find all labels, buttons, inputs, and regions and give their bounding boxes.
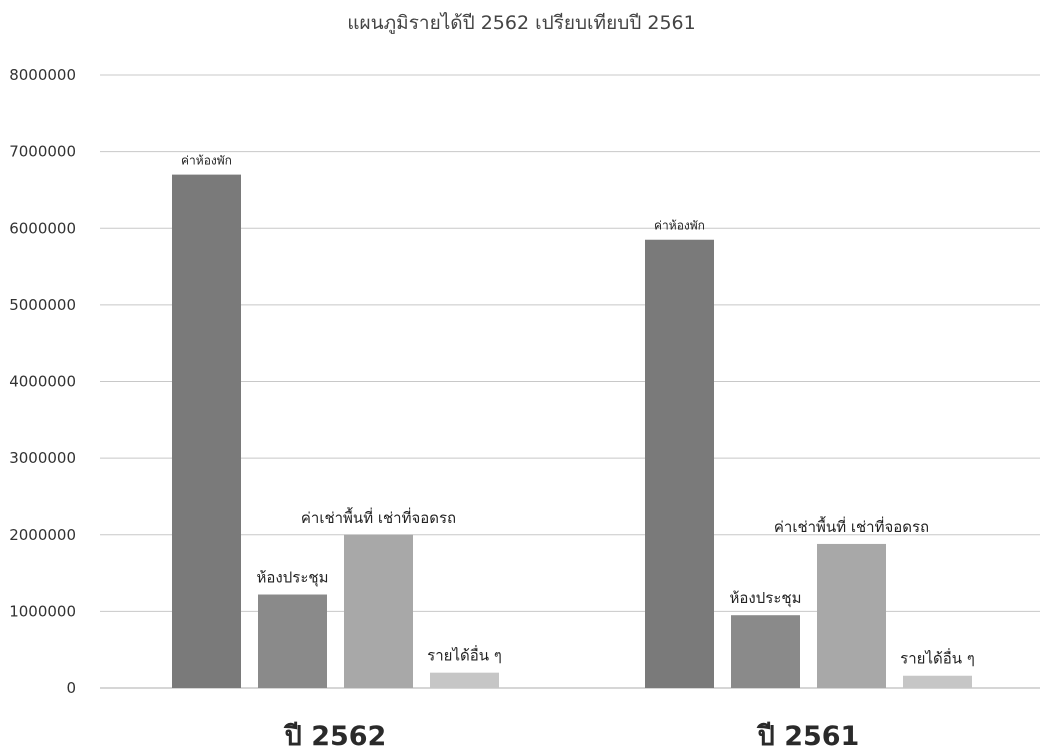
y-tick-label: 6000000 (9, 219, 76, 237)
bar (430, 672, 499, 688)
data-label: รายได้อื่น ๆ (427, 645, 502, 665)
y-tick-label: 0 (66, 679, 76, 697)
y-tick-label: 8000000 (9, 66, 76, 84)
bar (731, 615, 800, 688)
bar (258, 594, 327, 688)
bar (645, 239, 714, 688)
data-label: ค่าเช่าพื้นที่ เช่าที่จอดรถ (301, 507, 456, 527)
bar (344, 534, 413, 688)
y-tick-label: 4000000 (9, 373, 76, 391)
data-label: ค่าห้องพัก (181, 154, 232, 168)
data-label: ค่าห้องพัก (654, 219, 705, 233)
data-label: ค่าเช่าพื้นที่ เช่าที่จอดรถ (774, 516, 929, 536)
bar (172, 174, 241, 689)
x-category-label: ปี 2562 (283, 721, 386, 752)
chart-title: แผนภูมิรายได้ปี 2562 เปรียบเทียบปี 2561 (347, 12, 696, 34)
y-tick-label: 2000000 (9, 526, 76, 544)
y-tick-label: 3000000 (9, 449, 76, 467)
x-category-label: ปี 2561 (756, 721, 859, 752)
y-tick-label: 5000000 (9, 296, 76, 314)
data-label: รายได้อื่น ๆ (900, 648, 975, 668)
data-label: ห้องประชุม (257, 569, 329, 588)
y-tick-label: 7000000 (9, 143, 76, 161)
data-label: ห้องประชุม (730, 589, 802, 608)
y-tick-label: 1000000 (9, 602, 76, 620)
bar (817, 543, 886, 688)
bar (903, 675, 972, 688)
